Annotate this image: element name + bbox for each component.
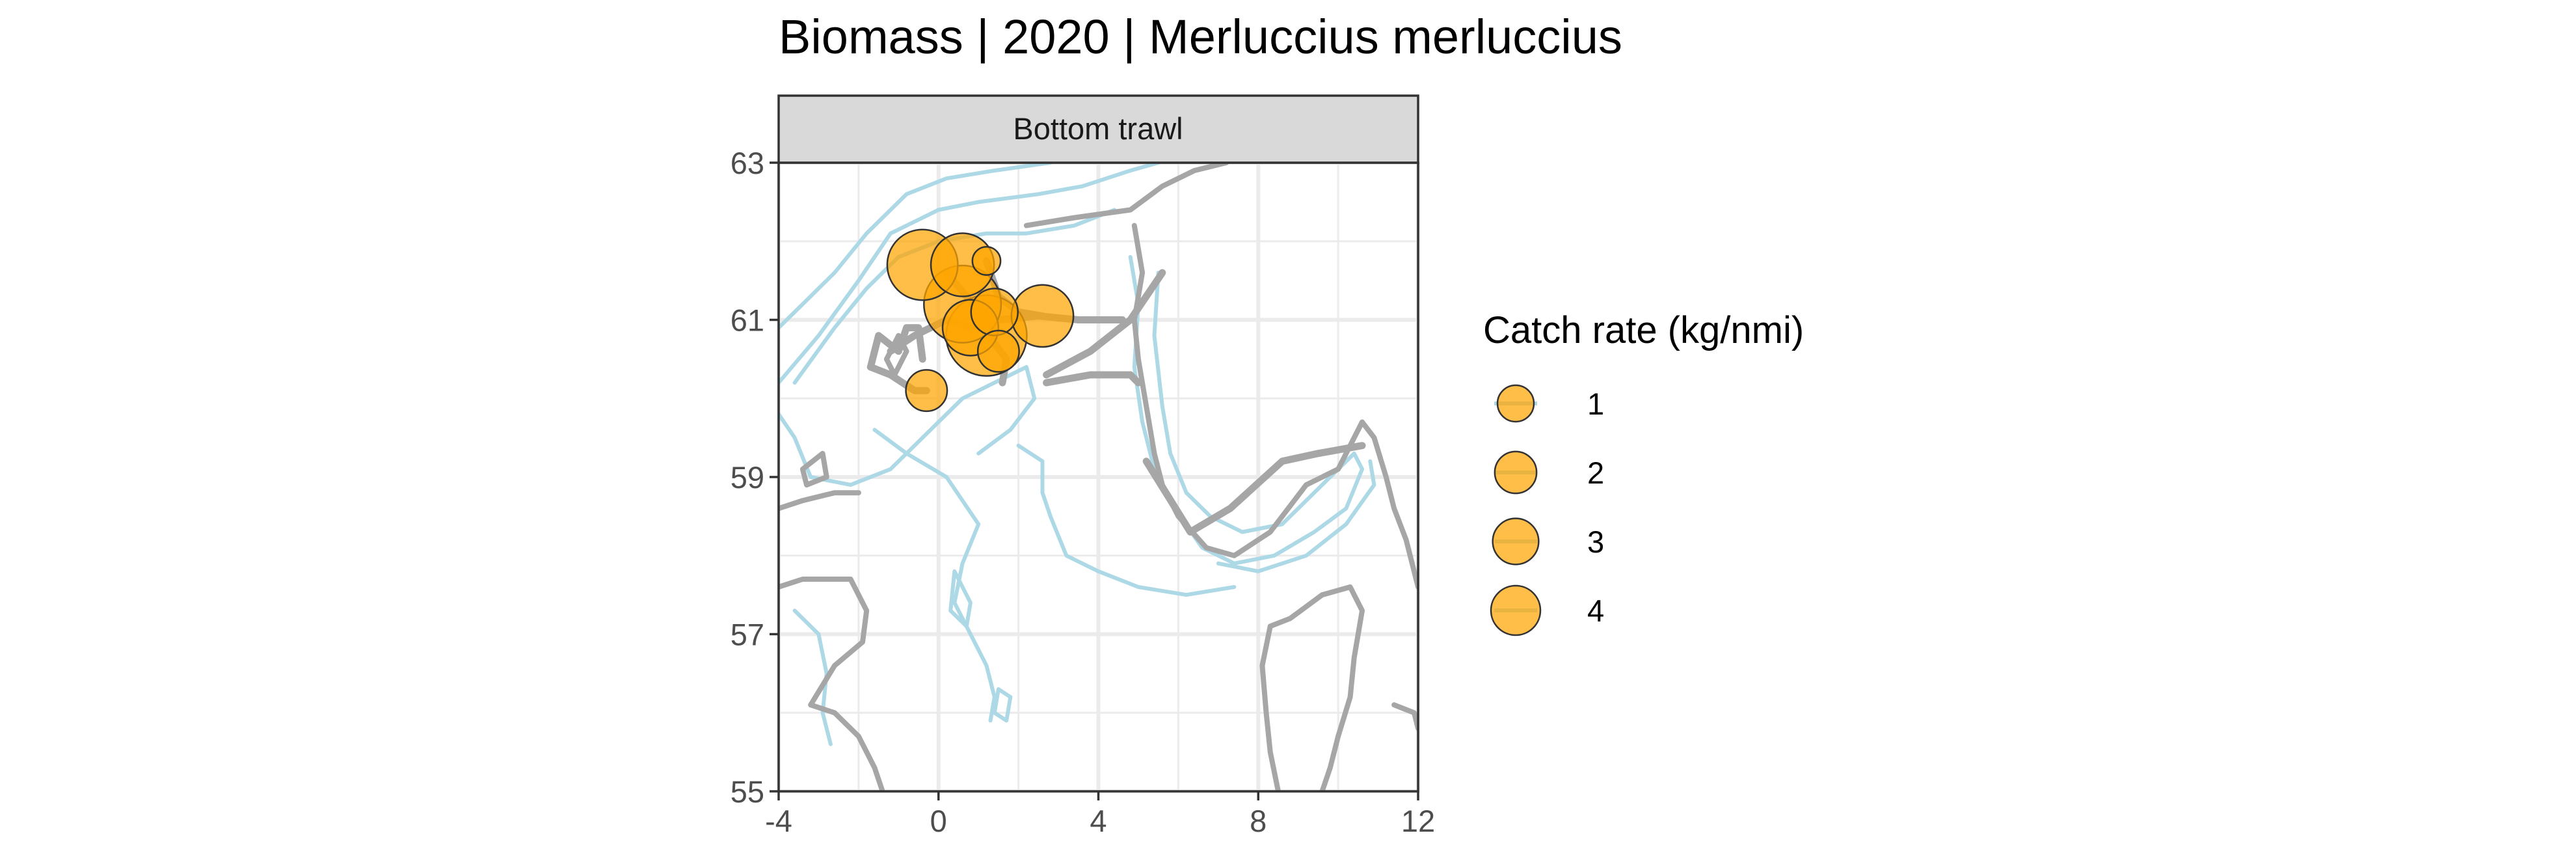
catch-point: [971, 246, 1002, 276]
x-tick-label: -4: [765, 804, 792, 838]
legend-label: 3: [1587, 525, 1604, 559]
facet-strip: Bottom trawl: [777, 94, 1419, 164]
depth-contour-line: [779, 365, 1037, 487]
coastline: [883, 333, 909, 377]
map-panel: [777, 161, 1420, 793]
depth-contour-line: [792, 608, 833, 746]
coastline: [799, 450, 829, 488]
coastline: [779, 577, 853, 590]
facet-strip-background: [777, 94, 1419, 164]
coastline: [1131, 223, 1418, 590]
catch-point: [976, 329, 1020, 373]
depth-contour-line: [779, 163, 1053, 330]
depth-contour-line: [1016, 443, 1237, 597]
x-axis: -4 0 4 8 12: [765, 791, 1435, 838]
coastline: [1023, 163, 1229, 228]
x-tick-label: 0: [930, 804, 947, 838]
depth-contour-line: [948, 569, 973, 629]
legend-keys: 1 2 3 4: [1490, 384, 1604, 636]
y-tick-label: 55: [731, 774, 764, 809]
legend-key-point: [1492, 517, 1540, 566]
legend-label: 2: [1587, 456, 1604, 490]
y-axis: 55 57 59 61 63: [731, 146, 779, 809]
coastline: [1319, 584, 1365, 791]
survey-track: [1142, 442, 1366, 536]
coastline: [1391, 702, 1418, 731]
y-tick-label: 63: [731, 146, 764, 180]
legend: Catch rate (kg/nmi) 1 2 3 4: [1483, 309, 1804, 636]
legend-title: Catch rate (kg/nmi): [1483, 309, 1804, 351]
legend-label: 4: [1587, 593, 1604, 628]
depth-contour-line: [992, 687, 1013, 723]
catch-points: [886, 228, 1075, 413]
survey-track: [1043, 269, 1166, 379]
y-tick-label: 59: [731, 460, 764, 495]
depth-contour-line: [1216, 459, 1376, 573]
x-tick-label: 8: [1250, 804, 1267, 838]
coastlines: [779, 163, 1418, 791]
x-tick-label: 4: [1090, 804, 1107, 838]
legend-key-point: [1490, 584, 1542, 636]
legend-key-point: [1494, 450, 1538, 495]
legend-key-point: [1496, 384, 1535, 423]
coastline: [1259, 592, 1325, 791]
coastline: [808, 577, 885, 791]
facet-strip-label: Bottom trawl: [1013, 111, 1183, 146]
survey-track: [1043, 371, 1142, 387]
depth-contour-line: [779, 163, 1161, 385]
catch-point: [970, 288, 1019, 336]
coastline: [779, 490, 861, 511]
chart-title: Biomass | 2020 | Merluccius merluccius: [779, 10, 1622, 64]
catch-point: [905, 369, 948, 413]
survey-track: [866, 324, 926, 371]
depth-contour-line: [1128, 254, 1364, 566]
y-tick-label: 57: [731, 618, 764, 652]
x-tick-label: 12: [1401, 804, 1435, 838]
depth-contours: [779, 163, 1376, 746]
catch-point: [1010, 284, 1075, 348]
y-tick-label: 61: [731, 303, 764, 338]
legend-label: 1: [1587, 387, 1604, 421]
